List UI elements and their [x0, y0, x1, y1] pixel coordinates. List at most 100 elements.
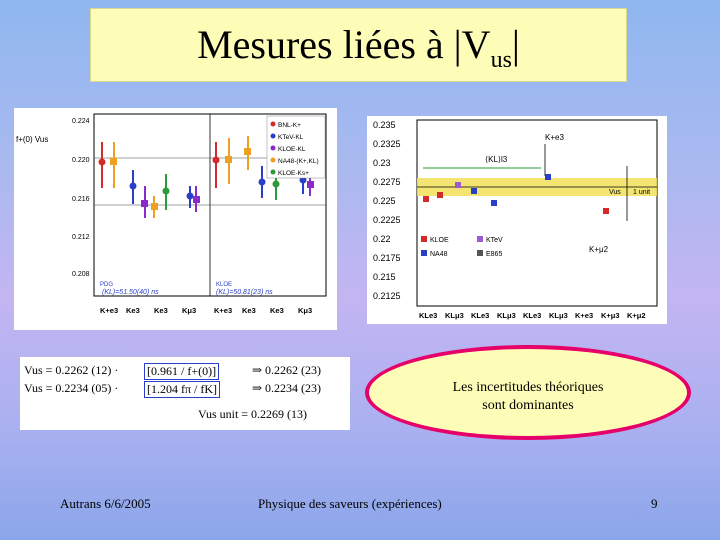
y-tick: 0.208: [72, 271, 90, 278]
eq-row2-box: [1.204 fπ / fK]: [144, 381, 221, 398]
point: [272, 180, 280, 188]
point: [491, 200, 497, 206]
x-tick: K+e3: [575, 311, 593, 320]
eq-row1-lhs: Vus = 0.2262 (12) ·: [24, 363, 119, 377]
y-tick: 0.2225: [373, 215, 401, 225]
callout-text: Les incertitudes théoriques sont dominan…: [369, 379, 687, 415]
y-tick: 0.22: [373, 234, 391, 244]
legend-label: KLOE-KL: [278, 146, 306, 153]
x-tick: KLe3: [471, 311, 489, 320]
plot-right: 0.235 0.2325 0.23 0.2275 0.225 0.2225 0.…: [367, 116, 667, 324]
point: [258, 178, 266, 186]
y-tick: 0.220: [72, 157, 90, 164]
legend-label: KLOE: [430, 237, 449, 244]
point: [212, 156, 220, 164]
plot-left-svg: 0.224 0.220 0.216 0.212 0.208 f+(0) Vus: [16, 113, 327, 315]
title-end: |: [511, 22, 520, 67]
annotation: PDG: [100, 282, 113, 288]
legend-label: KTeV-KL: [278, 134, 304, 141]
annotation: (KL)=50.81(23) ns: [216, 289, 273, 296]
point: [307, 181, 314, 188]
legend-label: NA48: [430, 251, 448, 258]
x-tick: Ke3: [126, 306, 140, 315]
point: [225, 156, 232, 163]
point: [603, 208, 609, 214]
point: [98, 158, 106, 166]
title-main: Mesures liées à |V: [197, 22, 491, 67]
equations-panel: Vus = 0.2262 (12) · [0.961 / f+(0)] ⇒ 0.…: [20, 357, 350, 430]
plot-left: 0.224 0.220 0.216 0.212 0.208 f+(0) Vus: [14, 108, 337, 330]
label-mid: ⟨KL⟩l3: [485, 155, 508, 164]
y-tick: 0.215: [373, 272, 396, 282]
legend-label: NA48-(K+,KL): [278, 158, 319, 165]
y-tick: 0.2125: [373, 291, 401, 301]
y-tick: 0.235: [373, 120, 396, 130]
legend-label: BNL-K+: [278, 122, 301, 129]
callout-ellipse: Les incertitudes théoriques sont dominan…: [365, 345, 691, 440]
eq-row1-rhs: ⇒ 0.2262 (23): [252, 363, 322, 377]
slide-title: Mesures liées à |Vus|: [91, 23, 626, 82]
data-points: [98, 136, 314, 218]
y-tick: 0.224: [72, 118, 90, 125]
eq-row3: Vus unit = 0.2269 (13): [198, 407, 308, 421]
page-number: 9: [651, 496, 658, 511]
y-tick: 0.23: [373, 158, 391, 168]
annotation: KLOE: [216, 282, 232, 288]
footer-left: Autrans 6/6/2005: [60, 496, 151, 511]
eq-row2-lhs: Vus = 0.2234 (05) ·: [24, 381, 119, 395]
point: [141, 200, 148, 207]
x-tick: K+μ2: [627, 311, 646, 320]
x-tick: Ke3: [154, 306, 168, 315]
x-tick: K+e3: [214, 306, 232, 315]
x-tick: K+μ3: [601, 311, 620, 320]
legend-label: KTeV: [486, 237, 503, 244]
x-tick: KLμ3: [549, 311, 568, 320]
label-bottom: K+μ2: [589, 245, 609, 254]
x-tick: Ke3: [242, 306, 256, 315]
point: [162, 187, 170, 195]
x-tick: Kμ3: [298, 306, 312, 315]
annotation: (KL)=51.50(40) ns: [102, 289, 159, 296]
x-tick: KLe3: [419, 311, 437, 320]
callout-line1: Les incertitudes théoriques: [452, 380, 604, 395]
legend-label: KLOE-Ks+: [278, 170, 309, 177]
x-tick: Kμ3: [182, 306, 196, 315]
legend: BNL-K+ KTeV-KL KLOE-KL NA48-(K+,KL) KLOE…: [266, 115, 326, 179]
y-label: f+(0) Vus: [16, 135, 48, 144]
point: [193, 196, 200, 203]
point: [186, 192, 194, 200]
point: [244, 148, 251, 155]
data-points: [423, 174, 609, 214]
footer-center: Physique des saveurs (expériences): [258, 496, 442, 511]
x-tick: K+e3: [100, 306, 118, 315]
title-box: Mesures liées à |Vus|: [90, 8, 627, 82]
y-tick: 0.2275: [373, 177, 401, 187]
label-top: K+e3: [545, 133, 564, 142]
point: [545, 174, 551, 180]
point: [437, 192, 443, 198]
y-tick: 0.212: [72, 234, 90, 241]
point: [151, 203, 158, 210]
label-vus: Vus: [609, 189, 621, 196]
x-tick: KLμ3: [497, 311, 516, 320]
title-sub: us: [490, 47, 512, 73]
y-tick: 0.225: [373, 196, 396, 206]
legend-label: E865: [486, 251, 502, 258]
callout-line2: sont dominantes: [482, 398, 574, 413]
eq-row2-rhs: ⇒ 0.2234 (23): [252, 381, 322, 395]
point: [455, 182, 461, 188]
eq-row1-box: [0.961 / f+(0)]: [144, 363, 220, 380]
plot-right-svg: 0.235 0.2325 0.23 0.2275 0.225 0.2225 0.…: [373, 119, 658, 320]
legend: KLOE NA48 KTeV E865: [421, 236, 503, 258]
y-tick: 0.2175: [373, 253, 401, 263]
point: [129, 182, 137, 190]
point: [423, 196, 429, 202]
x-tick: KLe3: [523, 311, 541, 320]
label-unit: 1 unit: [633, 189, 650, 196]
x-tick: Ke3: [270, 306, 284, 315]
point: [471, 188, 477, 194]
y-tick: 0.2325: [373, 139, 401, 149]
point: [110, 158, 117, 165]
x-tick: KLμ3: [445, 311, 464, 320]
y-tick: 0.216: [72, 196, 90, 203]
